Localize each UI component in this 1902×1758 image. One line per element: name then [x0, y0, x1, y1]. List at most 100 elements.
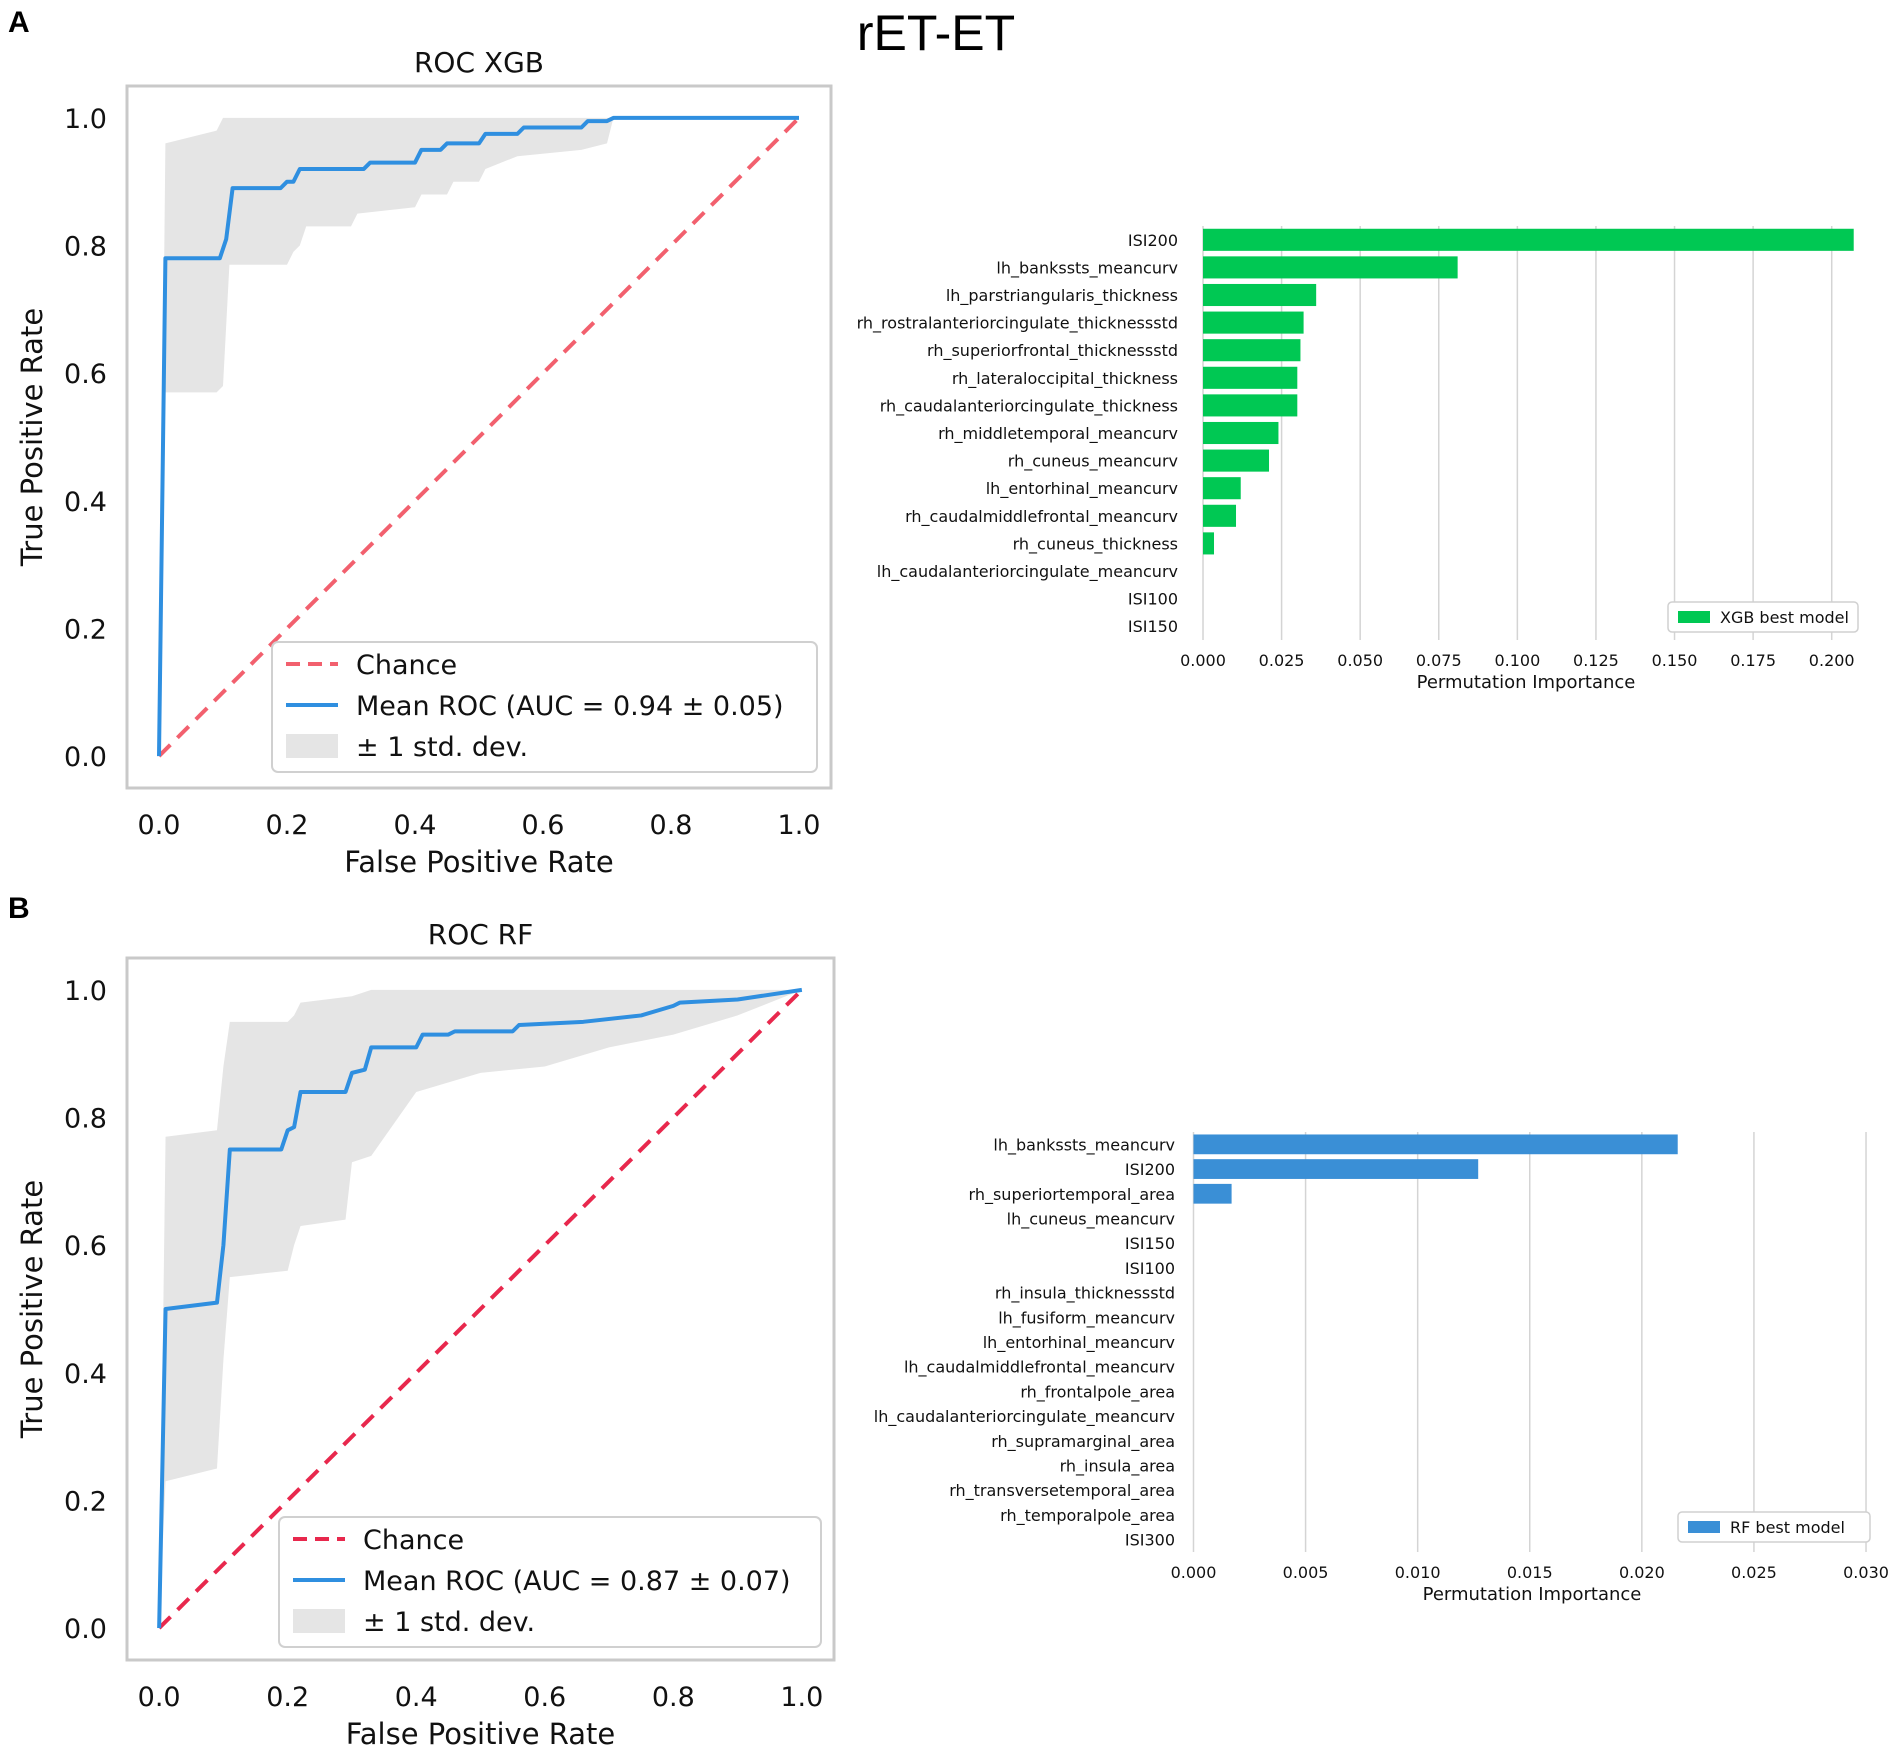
roc_rf-legend-box	[278, 1516, 822, 1648]
perm_xgb-bar	[1203, 477, 1241, 500]
perm_xgb-category-label: rh_lateraloccipital_thickness	[952, 369, 1178, 389]
roc_rf-x-tick-label: 0.4	[395, 1682, 438, 1713]
perm_xgb-legend-box	[1667, 601, 1859, 633]
perm_xgb-bar	[1203, 256, 1458, 279]
perm_xgb-category-label: ISI200	[1128, 231, 1178, 250]
perm_rf-category-label: lh_caudalmiddlefrontal_meancurv	[904, 1358, 1175, 1378]
perm_xgb-x-tick-label: 0.000	[1180, 651, 1226, 670]
perm_rf-category-label: rh_insula_area	[1060, 1457, 1175, 1477]
roc_xgb-x-tick-label: 0.6	[522, 810, 565, 841]
perm_rf-category-label: ISI150	[1125, 1234, 1175, 1253]
perm_xgb-x-tick-label: 0.075	[1416, 651, 1462, 670]
perm_rf-category-label: lh_fusiform_meancurv	[998, 1308, 1175, 1328]
perm_rf-category-label: ISI200	[1125, 1160, 1175, 1179]
perm_rf-category-label: lh_bankssts_meancurv	[993, 1135, 1175, 1155]
perm_xgb-category-label: rh_superiorfrontal_thicknessstd	[927, 341, 1178, 361]
roc_xgb-legend-label: Mean ROC (AUC = 0.94 ± 0.05)	[356, 691, 784, 722]
perm_rf-category-label: ISI100	[1125, 1259, 1175, 1278]
roc_xgb-std-band	[159, 117, 799, 757]
roc_rf-chance-line	[157, 988, 804, 1630]
panel-a-label: A	[8, 6, 30, 39]
roc_rf-y-axis-label: True Positive Rate	[15, 1180, 49, 1439]
perm_xgb-x-tick-label: 0.050	[1337, 651, 1383, 670]
roc_xgb-chance-line	[157, 116, 801, 758]
perm_xgb-x-tick-label: 0.025	[1259, 651, 1305, 670]
roc_rf-x-axis-label: False Positive Rate	[346, 1717, 616, 1751]
perm_xgb-legend-swatch	[1678, 611, 1710, 623]
perm_xgb-bar	[1203, 228, 1854, 251]
perm_rf-x-tick-label: 0.015	[1507, 1563, 1553, 1582]
perm_rf-x-tick-label: 0.010	[1395, 1563, 1441, 1582]
perm_xgb-bar	[1203, 532, 1215, 555]
perm_xgb-x-tick-label: 0.125	[1573, 651, 1619, 670]
perm_xgb-bar	[1203, 394, 1298, 417]
perm_rf-bar	[1193, 1134, 1678, 1155]
perm_xgb-category-label: lh_caudalanteriorcingulate_meancurv	[877, 562, 1178, 582]
perm_rf-category-label: rh_transversetemporal_area	[949, 1481, 1175, 1501]
perm_xgb-category-label: rh_middletemporal_meancurv	[938, 424, 1178, 444]
perm_rf-bar	[1193, 1159, 1479, 1179]
roc_xgb-x-tick-label: 1.0	[778, 810, 821, 841]
perm_rf-bar	[1193, 1183, 1232, 1204]
perm_rf-category-label: rh_supramarginal_area	[991, 1432, 1175, 1452]
perm_rf-legend-swatch	[1688, 1521, 1720, 1533]
roc_xgb-y-tick-label: 0.6	[64, 359, 107, 390]
roc_xgb-x-axis-label: False Positive Rate	[344, 845, 614, 879]
perm_xgb-x-tick-label: 0.200	[1809, 651, 1855, 670]
perm_xgb-bar	[1203, 421, 1279, 445]
roc_xgb-x-tick-label: 0.2	[266, 810, 309, 841]
perm_xgb-bar	[1203, 283, 1317, 307]
perm_xgb-category-label: rh_cuneus_thickness	[1013, 534, 1178, 554]
roc_xgb-y-tick-label: 0.4	[64, 487, 107, 518]
roc_rf-y-tick-label: 0.0	[64, 1614, 107, 1645]
perm_rf-x-tick-label: 0.000	[1171, 1563, 1217, 1582]
perm_xgb-category-label: rh_cuneus_meancurv	[1008, 452, 1178, 472]
perm_xgb-bar	[1203, 366, 1298, 389]
perm_xgb-bar	[1203, 504, 1237, 527]
roc_xgb-legend-box	[271, 641, 818, 773]
perm_xgb-legend-label: XGB best model	[1720, 608, 1849, 627]
perm_xgb-x-tick-label: 0.100	[1494, 651, 1540, 670]
perm_rf-category-label: lh_caudalanteriorcingulate_meancurv	[874, 1407, 1175, 1427]
roc_rf-x-tick-label: 0.6	[523, 1682, 566, 1713]
perm_rf-legend-label: RF best model	[1730, 1518, 1845, 1537]
perm_rf-category-label: rh_temporalpole_area	[1000, 1506, 1175, 1526]
perm_rf-x-tick-label: 0.020	[1619, 1563, 1665, 1582]
perm_xgb-bar	[1203, 449, 1270, 472]
roc_xgb-y-tick-label: 0.2	[64, 614, 107, 645]
perm_rf-category-label: ISI300	[1125, 1531, 1175, 1550]
roc_xgb-x-tick-label: 0.0	[138, 810, 181, 841]
roc_rf-x-tick-label: 1.0	[780, 1682, 823, 1713]
perm_xgb-bar	[1203, 339, 1301, 362]
perm_rf-x-tick-label: 0.025	[1731, 1563, 1777, 1582]
perm_rf-category-label: rh_frontalpole_area	[1020, 1382, 1175, 1402]
perm_xgb-category-label: rh_caudalmiddlefrontal_meancurv	[905, 507, 1178, 527]
perm_xgb-bar	[1203, 311, 1304, 334]
roc_rf-legend-label: Mean ROC (AUC = 0.87 ± 0.07)	[363, 1566, 791, 1597]
roc_rf-y-tick-label: 0.4	[64, 1359, 107, 1390]
roc_xgb-y-tick-label: 0.0	[64, 742, 107, 773]
perm_rf-x-tick-label: 0.030	[1843, 1563, 1889, 1582]
perm_xgb-category-label: ISI150	[1128, 617, 1178, 636]
roc_rf-x-tick-label: 0.8	[652, 1682, 695, 1713]
perm_xgb-category-label: lh_bankssts_meancurv	[996, 258, 1178, 278]
panel-b-label: B	[8, 892, 30, 925]
roc_xgb-y-tick-label: 0.8	[64, 232, 107, 263]
roc_xgb-y-axis-label: True Positive Rate	[15, 308, 49, 567]
roc_rf-x-tick-label: 0.2	[266, 1682, 309, 1713]
roc_rf-x-tick-label: 0.0	[138, 1682, 181, 1713]
perm_xgb-x-tick-label: 0.150	[1652, 651, 1698, 670]
perm_xgb-category-label: rh_caudalanteriorcingulate_thickness	[880, 396, 1178, 416]
perm_xgb-x-axis-label: Permutation Importance	[1417, 672, 1636, 693]
perm_rf-legend-box	[1677, 1511, 1871, 1543]
perm_xgb-x-tick-label: 0.175	[1730, 651, 1776, 670]
figure-title: rET-ET	[857, 5, 1015, 61]
roc_rf-legend-band-swatch	[293, 1609, 345, 1633]
perm_xgb-category-label: ISI100	[1128, 590, 1178, 609]
perm_rf-category-label: lh_cuneus_meancurv	[1007, 1209, 1175, 1229]
roc_rf-y-tick-label: 0.2	[64, 1486, 107, 1517]
perm_xgb-category-label: lh_entorhinal_meancurv	[986, 479, 1178, 499]
roc_xgb-legend-band-swatch	[286, 734, 338, 758]
roc_xgb-legend-label: Chance	[356, 650, 457, 681]
